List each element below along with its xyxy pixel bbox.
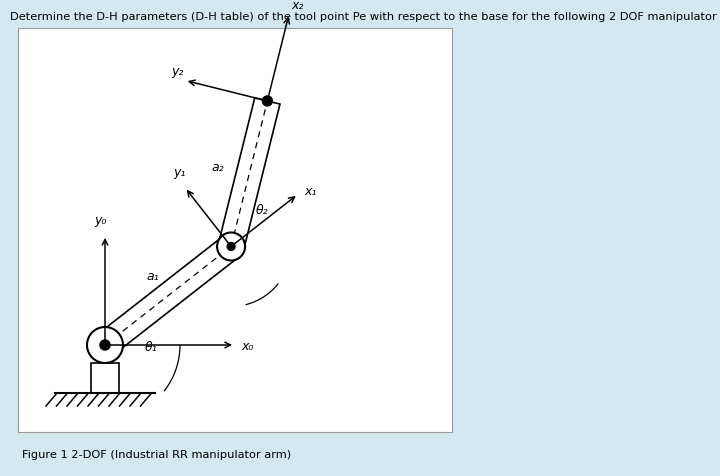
Text: θ₁: θ₁ (145, 341, 158, 354)
Circle shape (262, 96, 272, 106)
Text: y₁: y₁ (174, 166, 186, 179)
Circle shape (100, 340, 110, 350)
Bar (91, 363, 119, 393)
FancyBboxPatch shape (18, 28, 452, 432)
Text: x₀: x₀ (241, 340, 253, 354)
Text: Figure 1 2-DOF (Industrial RR manipulator arm): Figure 1 2-DOF (Industrial RR manipulato… (22, 450, 291, 460)
Circle shape (228, 243, 235, 250)
Polygon shape (97, 236, 239, 355)
Text: θ₂: θ₂ (256, 204, 269, 217)
Text: x₂: x₂ (291, 0, 303, 12)
Circle shape (217, 232, 245, 260)
Text: a₂: a₂ (212, 161, 224, 174)
Circle shape (87, 327, 123, 363)
Text: x₁: x₁ (305, 185, 317, 198)
Text: Determine the D-H parameters (D-H table) of the tool point Pe with respect to th: Determine the D-H parameters (D-H table)… (10, 12, 716, 22)
Polygon shape (218, 98, 280, 249)
Text: y₀: y₀ (95, 214, 107, 227)
Text: a₁: a₁ (147, 270, 160, 283)
Text: y₂: y₂ (171, 66, 184, 79)
